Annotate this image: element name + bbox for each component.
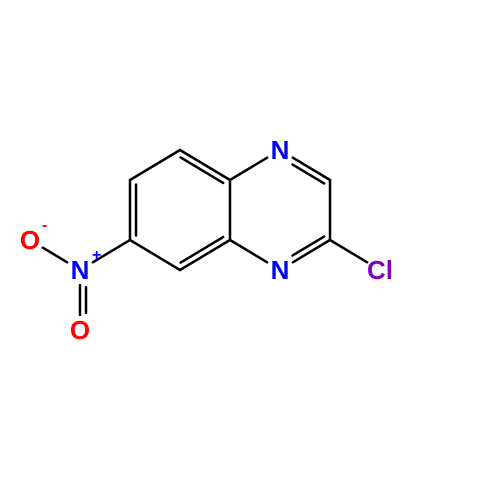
atom-n3: N+ [67,247,101,285]
bond [80,285,86,315]
bond [130,240,180,270]
atom-o1: O [67,315,93,345]
bond [230,158,267,180]
molecule-diagram: NNClN+OO- [0,0,500,500]
bond [130,150,180,180]
atom-label: Cl [367,255,393,285]
bond [293,237,330,263]
atom-n2: N [267,255,293,285]
bond [330,240,367,262]
bond [293,158,330,184]
bond [230,240,267,262]
bonds-layer [43,150,367,315]
atom-label: O [70,315,90,345]
atoms-layer: NNClN+OO- [17,135,393,345]
bond [130,180,136,240]
atom-label: N [271,255,290,285]
atom-o2: O- [17,217,47,255]
atom-cl: Cl [367,255,393,285]
atom-charge: - [42,217,47,234]
atom-label: O [20,225,40,255]
atom-label: N [71,255,90,285]
atom-charge: + [92,247,101,264]
bond [43,248,67,263]
atom-label: N [271,135,290,165]
atom-n1: N [267,135,293,165]
bond [180,150,230,183]
bond [180,237,230,270]
